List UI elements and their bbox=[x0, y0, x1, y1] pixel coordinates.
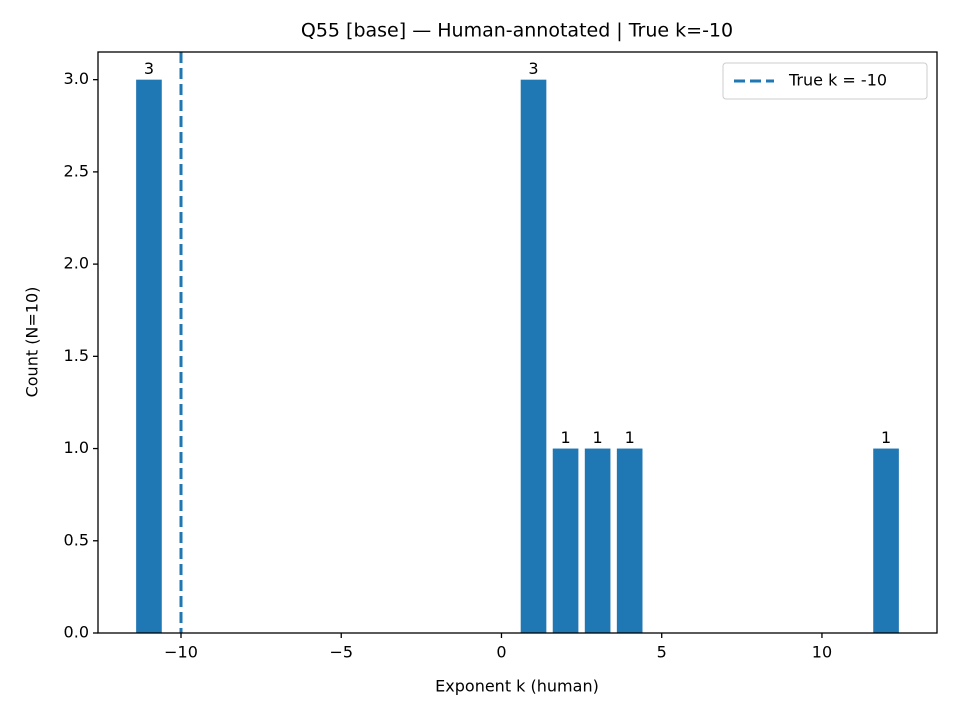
y-tick-label: 2.0 bbox=[64, 254, 89, 273]
data-label: 3 bbox=[144, 59, 154, 78]
x-tick-label: −5 bbox=[329, 643, 353, 662]
y-tick-label: 2.5 bbox=[64, 161, 89, 180]
bar bbox=[873, 448, 899, 633]
legend-box bbox=[722, 62, 928, 100]
x-axis-label: Exponent k (human) bbox=[435, 677, 599, 696]
y-axis-label: Count (N=10) bbox=[23, 287, 42, 398]
legend-label: True k = -10 bbox=[788, 71, 887, 90]
y-tick-label: 1.5 bbox=[64, 346, 89, 365]
bar bbox=[584, 448, 611, 633]
bar bbox=[520, 79, 547, 633]
plot-frame bbox=[97, 51, 938, 634]
y-tick-label: 0.0 bbox=[64, 623, 89, 642]
x-tick-label: −10 bbox=[164, 643, 198, 662]
x-tick-label: 10 bbox=[812, 643, 832, 662]
data-label: 1 bbox=[560, 428, 570, 447]
bar bbox=[136, 79, 162, 633]
chart-title: Q55 [base] — Human-annotated | True k=-1… bbox=[301, 20, 733, 42]
data-label: 1 bbox=[625, 428, 635, 447]
data-label: 1 bbox=[593, 428, 603, 447]
bar bbox=[616, 448, 643, 633]
y-tick-label: 0.5 bbox=[64, 530, 89, 549]
x-tick-label: 0 bbox=[496, 643, 506, 662]
y-tick-label: 1.0 bbox=[64, 438, 89, 457]
x-tick-label: 5 bbox=[657, 643, 667, 662]
y-tick-label: 3.0 bbox=[64, 69, 89, 88]
data-label: 1 bbox=[881, 428, 891, 447]
bar bbox=[552, 448, 579, 633]
data-label: 3 bbox=[528, 59, 538, 78]
